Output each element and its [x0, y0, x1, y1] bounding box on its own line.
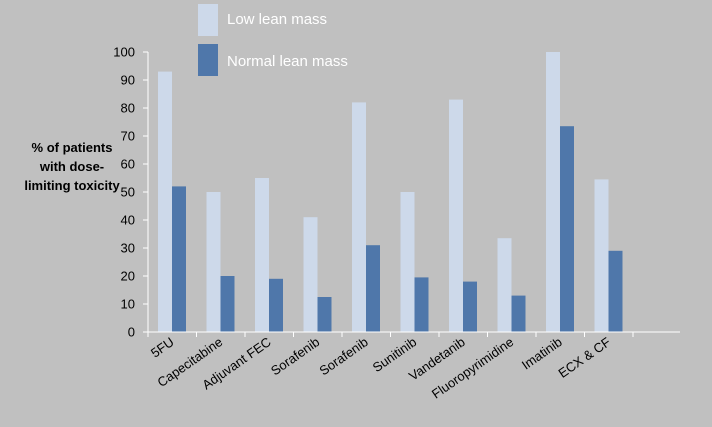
legend-label: Normal lean mass	[227, 53, 348, 70]
y-tick-label: 60	[121, 157, 135, 172]
bar-low-lean-mass	[303, 217, 318, 332]
y-tick-label: 40	[121, 213, 135, 228]
y-tick-label: 10	[121, 297, 135, 312]
x-tick-label: ECX & CF	[555, 334, 613, 381]
y-axis-title: % of patients with dose-limiting toxicity	[24, 140, 120, 193]
y-tick-label: 90	[121, 73, 135, 88]
y-axis-label: % of patients with dose-limiting toxicity	[24, 140, 120, 193]
y-tick-label: 20	[121, 269, 135, 284]
bar-normal-lean-mass	[560, 126, 574, 332]
y-tick-label: 0	[128, 325, 135, 340]
bar-normal-lean-mass	[220, 276, 235, 332]
y-tick-label: 70	[121, 129, 135, 144]
bar-low-lean-mass	[352, 102, 366, 333]
x-tick-label: 5FU	[148, 334, 177, 360]
x-tick-label: Sorafenib	[317, 334, 371, 378]
legend-label: Low lean mass	[227, 11, 327, 28]
y-axis-title-line: with dose-	[39, 159, 104, 174]
bars	[158, 52, 623, 333]
bar-low-lean-mass	[206, 192, 221, 332]
y-axis-title-line: limiting toxicity	[24, 178, 120, 193]
bar-normal-lean-mass	[414, 277, 429, 332]
bar-low-lean-mass	[400, 192, 415, 332]
y-tick-label: 80	[121, 101, 135, 116]
bar-low-lean-mass	[594, 179, 609, 332]
bar-low-lean-mass	[449, 99, 463, 332]
y-axis: 0 10 20 30 40 50 60 70 80 90 100	[113, 45, 149, 340]
bar-normal-lean-mass	[463, 281, 477, 332]
bar-normal-lean-mass	[269, 278, 283, 332]
bar-normal-lean-mass	[366, 245, 380, 332]
legend-swatch	[198, 4, 218, 36]
bar-normal-lean-mass	[608, 250, 623, 332]
legend-swatch	[198, 44, 218, 76]
y-axis-title-line: % of patients	[32, 140, 113, 155]
bar-normal-lean-mass	[511, 295, 526, 332]
y-tick-label: 50	[121, 185, 135, 200]
y-tick-label: 30	[121, 241, 135, 256]
x-tick-label: Sorafenib	[268, 334, 322, 378]
y-tick-label: 100	[113, 45, 135, 60]
bar-low-lean-mass	[255, 178, 269, 332]
bar-low-lean-mass	[546, 52, 560, 332]
bar-normal-lean-mass	[172, 186, 186, 332]
bar-normal-lean-mass	[317, 297, 332, 332]
bar-low-lean-mass	[158, 71, 172, 332]
x-tick-label: Fluoropyrimidine	[429, 334, 516, 401]
legend: Low lean mass Normal lean mass	[198, 4, 348, 76]
bar-low-lean-mass	[497, 238, 512, 332]
